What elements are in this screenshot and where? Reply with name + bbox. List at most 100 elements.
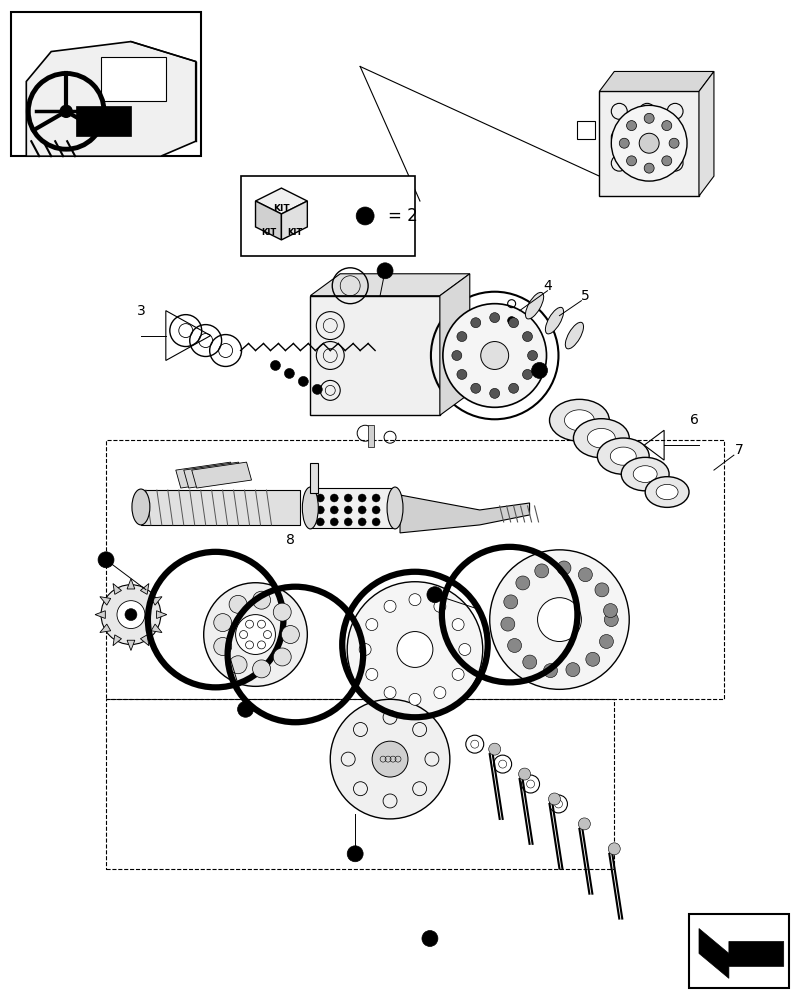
Text: 6: 6	[689, 413, 697, 427]
Circle shape	[480, 342, 508, 369]
Circle shape	[281, 626, 299, 644]
Circle shape	[347, 582, 483, 717]
Circle shape	[316, 506, 324, 514]
Circle shape	[273, 648, 291, 666]
Text: KIT: KIT	[272, 204, 290, 213]
Circle shape	[284, 368, 294, 378]
Circle shape	[384, 600, 396, 612]
Circle shape	[668, 138, 678, 148]
Circle shape	[470, 383, 480, 393]
Circle shape	[371, 506, 380, 514]
Circle shape	[252, 660, 270, 678]
Bar	[76, 106, 131, 136]
Text: KIT: KIT	[286, 228, 302, 237]
Circle shape	[607, 843, 620, 855]
Circle shape	[366, 619, 377, 631]
Polygon shape	[151, 624, 162, 633]
Circle shape	[433, 687, 445, 699]
Bar	[689, 914, 787, 988]
Circle shape	[603, 613, 617, 627]
Circle shape	[457, 369, 466, 379]
Circle shape	[384, 687, 396, 699]
Circle shape	[316, 494, 324, 502]
Circle shape	[235, 615, 275, 654]
Circle shape	[503, 595, 517, 609]
Circle shape	[577, 818, 590, 830]
Ellipse shape	[549, 399, 608, 441]
Circle shape	[344, 506, 352, 514]
Polygon shape	[191, 462, 251, 488]
Circle shape	[356, 207, 374, 225]
Circle shape	[508, 383, 518, 393]
Circle shape	[643, 113, 654, 123]
Circle shape	[330, 699, 449, 819]
Circle shape	[556, 561, 570, 575]
Text: = 2: = 2	[388, 207, 418, 225]
Circle shape	[527, 351, 537, 360]
Polygon shape	[698, 929, 783, 978]
Circle shape	[330, 518, 338, 526]
Circle shape	[433, 600, 445, 612]
Ellipse shape	[620, 457, 668, 491]
Circle shape	[489, 388, 499, 398]
Polygon shape	[100, 597, 110, 605]
Polygon shape	[255, 201, 281, 240]
Bar	[11, 12, 200, 156]
Ellipse shape	[564, 410, 594, 431]
Text: 4: 4	[543, 279, 551, 293]
Text: KIT: KIT	[260, 228, 276, 237]
Polygon shape	[255, 188, 307, 214]
Bar	[106, 699, 614, 869]
Polygon shape	[281, 201, 307, 240]
Ellipse shape	[573, 419, 629, 458]
Polygon shape	[599, 71, 713, 91]
Ellipse shape	[655, 484, 677, 500]
Circle shape	[213, 614, 231, 632]
Polygon shape	[183, 462, 243, 488]
Polygon shape	[400, 495, 529, 533]
Ellipse shape	[633, 466, 656, 482]
Circle shape	[358, 518, 366, 526]
Circle shape	[548, 793, 560, 805]
Circle shape	[422, 931, 437, 946]
Circle shape	[661, 121, 671, 131]
Circle shape	[358, 494, 366, 502]
Polygon shape	[101, 57, 165, 101]
Polygon shape	[127, 579, 135, 589]
Ellipse shape	[302, 487, 318, 529]
Circle shape	[270, 360, 280, 370]
Circle shape	[409, 594, 420, 606]
Circle shape	[507, 639, 521, 652]
Circle shape	[603, 604, 616, 618]
Circle shape	[409, 693, 420, 705]
Circle shape	[316, 518, 324, 526]
Circle shape	[358, 506, 366, 514]
Bar	[310, 488, 394, 528]
Circle shape	[397, 632, 432, 667]
Circle shape	[371, 494, 380, 502]
Text: 3: 3	[136, 304, 145, 318]
Bar	[577, 121, 594, 139]
Ellipse shape	[387, 487, 402, 529]
Circle shape	[521, 332, 532, 342]
Circle shape	[489, 313, 499, 323]
Circle shape	[366, 668, 377, 680]
Circle shape	[298, 376, 308, 386]
Circle shape	[452, 668, 464, 680]
Circle shape	[60, 105, 72, 117]
Circle shape	[442, 304, 546, 407]
Circle shape	[452, 619, 464, 631]
Polygon shape	[440, 274, 470, 415]
Polygon shape	[140, 635, 148, 646]
Polygon shape	[95, 611, 105, 618]
Polygon shape	[698, 71, 713, 196]
Circle shape	[531, 362, 547, 378]
Polygon shape	[157, 611, 166, 618]
Circle shape	[312, 384, 322, 394]
Circle shape	[101, 585, 161, 645]
Circle shape	[643, 163, 654, 173]
Circle shape	[427, 587, 442, 603]
Polygon shape	[310, 274, 470, 296]
Circle shape	[252, 591, 270, 609]
Ellipse shape	[564, 322, 583, 349]
